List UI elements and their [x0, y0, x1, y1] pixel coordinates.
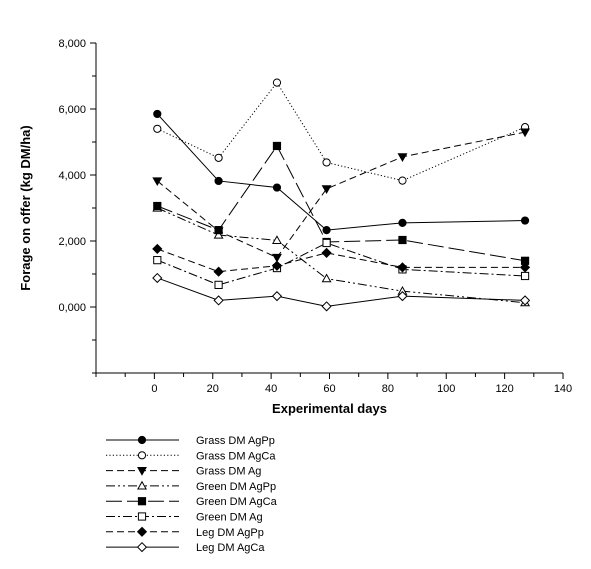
- legend-label: Green DM AgCa: [196, 496, 278, 508]
- legend-entry-grass-dm-agpp: Grass DM AgPp: [106, 435, 275, 447]
- data-point-green-dm-agca: [153, 201, 162, 211]
- data-point-grass-dm-ag: [397, 153, 408, 162]
- legend-marker: [137, 451, 147, 460]
- series-leg-dm-agca: [152, 272, 531, 312]
- data-point-grass-dm-agpp: [214, 176, 223, 186]
- x-tick-label: 0: [151, 383, 157, 395]
- legend-entry-leg-dm-agca: Leg DM AgCa: [106, 541, 265, 554]
- data-point-leg-dm-agca: [213, 295, 224, 306]
- x-tick-label: 80: [382, 383, 394, 395]
- series-line-grass-dm-ag: [156, 131, 526, 259]
- data-point-leg-dm-agca: [152, 272, 163, 284]
- legend-marker: [137, 497, 147, 506]
- legend-label: Grass DM Ag: [196, 466, 261, 478]
- data-point-grass-dm-agca: [322, 158, 331, 167]
- legend-marker: [137, 435, 147, 445]
- data-point-green-dm-agca: [272, 141, 282, 151]
- legend-label: Green DM Ag: [196, 512, 263, 524]
- data-point-leg-dm-agpp: [152, 243, 163, 255]
- data-point-grass-dm-ag: [520, 128, 531, 138]
- data-point-grass-dm-agpp: [153, 109, 162, 119]
- legend-label: Green DM AgPp: [196, 481, 276, 493]
- data-point-green-dm-agca: [214, 226, 223, 235]
- series-grass-dm-agca: [153, 78, 530, 185]
- x-tick-label: 20: [207, 383, 219, 395]
- series-green-dm-agpp: [152, 202, 531, 307]
- data-point-grass-dm-agca: [153, 124, 162, 133]
- legend-marker: [136, 541, 148, 553]
- data-point-leg-dm-agpp: [397, 262, 408, 273]
- series-line-grass-dm-agca: [157, 81, 526, 182]
- data-point-grass-dm-ag: [321, 185, 332, 194]
- data-point-leg-dm-agpp: [321, 247, 332, 258]
- data-point-leg-dm-agca: [321, 301, 332, 312]
- data-point-leg-dm-agca: [271, 291, 283, 302]
- legend-label: Grass DM AgCa: [196, 450, 276, 462]
- legend-marker: [137, 512, 147, 521]
- series-layer: [152, 78, 531, 312]
- series-line-leg-dm-agpp: [157, 248, 526, 273]
- series-line-grass-dm-agpp: [156, 113, 526, 231]
- y-tick-label: 4,000: [58, 170, 86, 182]
- data-point-leg-dm-agca: [519, 295, 531, 306]
- series-leg-dm-agpp: [152, 243, 531, 277]
- data-point-green-dm-ag: [520, 271, 530, 281]
- data-point-grass-dm-agca: [398, 176, 407, 185]
- data-point-green-dm-agca: [398, 235, 407, 245]
- x-tick-label: 120: [495, 383, 513, 395]
- legend-label: Grass DM AgPp: [196, 435, 275, 447]
- legend-marker: [137, 467, 147, 476]
- y-axis-title: Forage on offer (kg DM/ha): [18, 125, 33, 290]
- series-green-dm-agca: [153, 141, 530, 265]
- legend-entry-grass-dm-agca: Grass DM AgCa: [106, 450, 276, 462]
- legend-entry-green-dm-agca: Green DM AgCa: [106, 496, 278, 508]
- y-tick-label: 0,000: [58, 302, 86, 314]
- data-point-leg-dm-agpp: [213, 266, 224, 277]
- legend-entry-green-dm-ag: Green DM Ag: [106, 512, 263, 524]
- series-line-green-dm-agca: [157, 144, 526, 262]
- data-point-leg-dm-agpp: [271, 260, 283, 271]
- data-point-grass-dm-agca: [214, 153, 223, 162]
- data-point-green-dm-ag: [153, 256, 162, 265]
- axes: 0,000 2,000 4,000 6,000 8,000 0 20 40 60 80 100 120…: [58, 38, 572, 395]
- y-tick-label: 6,000: [58, 104, 86, 116]
- data-point-leg-dm-agca: [397, 291, 408, 302]
- data-point-grass-dm-agca: [272, 78, 282, 87]
- x-tick-label: 140: [554, 383, 572, 395]
- data-point-green-dm-agpp: [272, 235, 282, 244]
- data-point-green-dm-agpp: [321, 273, 332, 283]
- data-point-grass-dm-ag: [152, 177, 163, 187]
- data-point-grass-dm-agpp: [322, 226, 331, 235]
- x-tick-label: 100: [437, 383, 455, 395]
- y-tick-label: 2,000: [58, 236, 86, 248]
- y-tick-label: 8,000: [58, 38, 86, 50]
- legend-entry-grass-dm-ag: Grass DM Ag: [106, 466, 261, 478]
- data-point-leg-dm-agpp: [519, 262, 531, 273]
- data-point-grass-dm-agpp: [398, 218, 407, 227]
- data-point-green-dm-ag: [214, 280, 223, 289]
- series-grass-dm-ag: [152, 128, 531, 263]
- x-tick-label: 40: [265, 383, 277, 395]
- data-point-grass-dm-ag: [272, 253, 282, 263]
- legend: Grass DM AgPp Grass DM AgCa Grass DM Ag Gre…: [106, 435, 278, 554]
- legend-label: Leg DM AgCa: [196, 542, 265, 554]
- data-point-grass-dm-agpp: [272, 183, 282, 192]
- x-axis-title: Experimental days: [272, 401, 387, 416]
- legend-marker: [136, 526, 148, 537]
- series-line-green-dm-ag: [157, 242, 526, 286]
- series-grass-dm-agpp: [153, 109, 530, 235]
- legend-entry-leg-dm-agpp: Leg DM AgPp: [106, 526, 264, 539]
- data-point-grass-dm-agpp: [520, 216, 530, 225]
- data-point-green-dm-ag: [322, 238, 331, 248]
- legend-entry-green-dm-agpp: Green DM AgPp: [106, 480, 276, 493]
- x-tick-label: 60: [323, 383, 335, 395]
- data-point-green-dm-agpp: [213, 229, 224, 239]
- legend-label: Leg DM AgPp: [196, 527, 264, 539]
- legend-marker: [137, 480, 147, 490]
- series-line-leg-dm-agca: [157, 277, 526, 307]
